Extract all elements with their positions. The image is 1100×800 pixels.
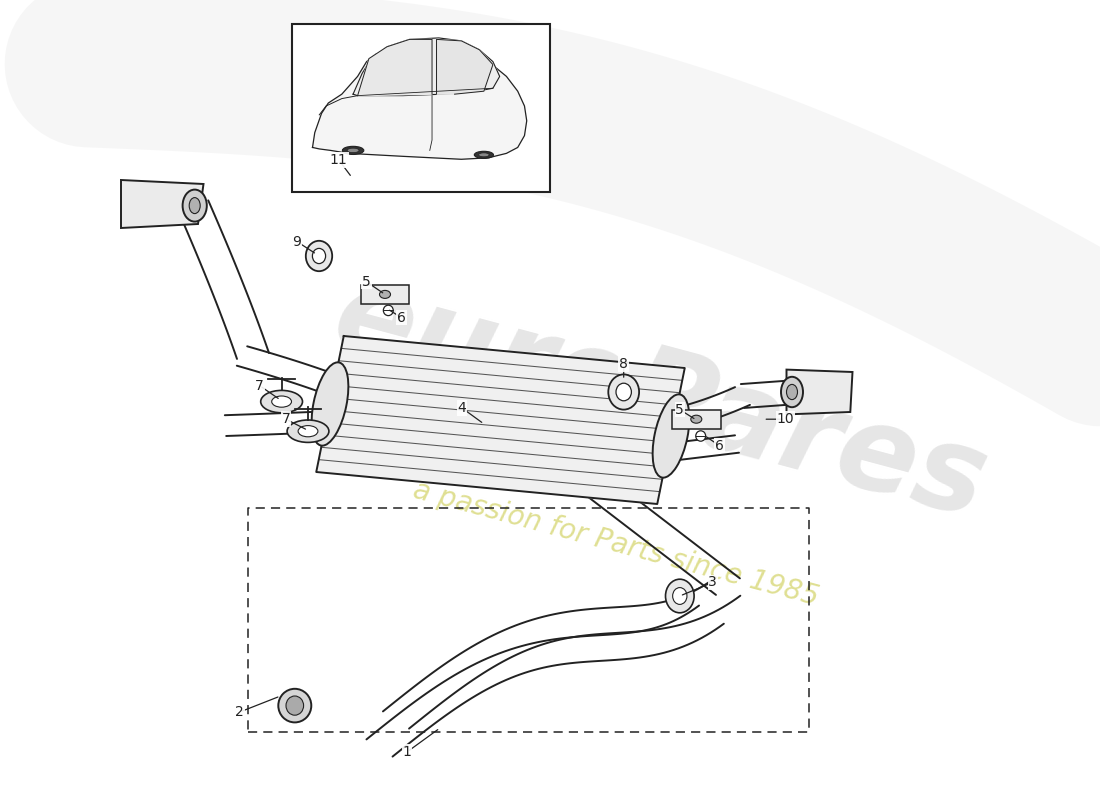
Polygon shape: [786, 370, 852, 414]
Ellipse shape: [478, 153, 490, 157]
Polygon shape: [353, 38, 499, 96]
Ellipse shape: [616, 383, 631, 401]
Text: 7: 7: [282, 412, 290, 426]
Bar: [292, 24, 550, 192]
Text: 6: 6: [715, 438, 724, 453]
Ellipse shape: [189, 198, 200, 214]
Ellipse shape: [287, 420, 329, 442]
Ellipse shape: [298, 426, 318, 437]
Polygon shape: [317, 336, 684, 504]
Text: 10: 10: [777, 412, 794, 426]
Ellipse shape: [608, 374, 639, 410]
Ellipse shape: [652, 394, 690, 478]
Ellipse shape: [272, 396, 292, 407]
Polygon shape: [437, 39, 493, 94]
Polygon shape: [312, 46, 527, 159]
Text: 8: 8: [619, 357, 628, 371]
Text: 5: 5: [362, 274, 371, 289]
Ellipse shape: [781, 377, 803, 407]
Text: 7: 7: [255, 378, 264, 393]
Ellipse shape: [691, 415, 702, 423]
Ellipse shape: [342, 146, 364, 154]
Ellipse shape: [311, 362, 349, 446]
Text: 6: 6: [397, 310, 406, 325]
Ellipse shape: [286, 696, 304, 715]
Polygon shape: [121, 180, 204, 228]
Ellipse shape: [306, 241, 332, 271]
Ellipse shape: [261, 390, 302, 413]
Ellipse shape: [379, 290, 390, 298]
Ellipse shape: [348, 148, 359, 153]
Ellipse shape: [474, 151, 494, 158]
Ellipse shape: [786, 384, 798, 400]
Text: 3: 3: [708, 575, 717, 590]
Ellipse shape: [183, 190, 207, 222]
Bar: [672, 410, 721, 429]
Text: 4: 4: [458, 401, 466, 415]
Text: 11: 11: [330, 153, 348, 167]
Ellipse shape: [383, 306, 393, 315]
Ellipse shape: [666, 579, 694, 613]
Text: euroPares: euroPares: [321, 258, 999, 542]
Ellipse shape: [278, 689, 311, 722]
Text: 5: 5: [675, 402, 684, 417]
Polygon shape: [358, 39, 432, 96]
Text: 1: 1: [403, 745, 411, 759]
Text: 2: 2: [235, 705, 244, 719]
Bar: [361, 285, 409, 304]
Ellipse shape: [312, 248, 326, 264]
Ellipse shape: [672, 587, 686, 605]
Text: a passion for Parts since 1985: a passion for Parts since 1985: [410, 476, 822, 612]
Ellipse shape: [695, 430, 706, 442]
Text: 9: 9: [293, 234, 301, 249]
